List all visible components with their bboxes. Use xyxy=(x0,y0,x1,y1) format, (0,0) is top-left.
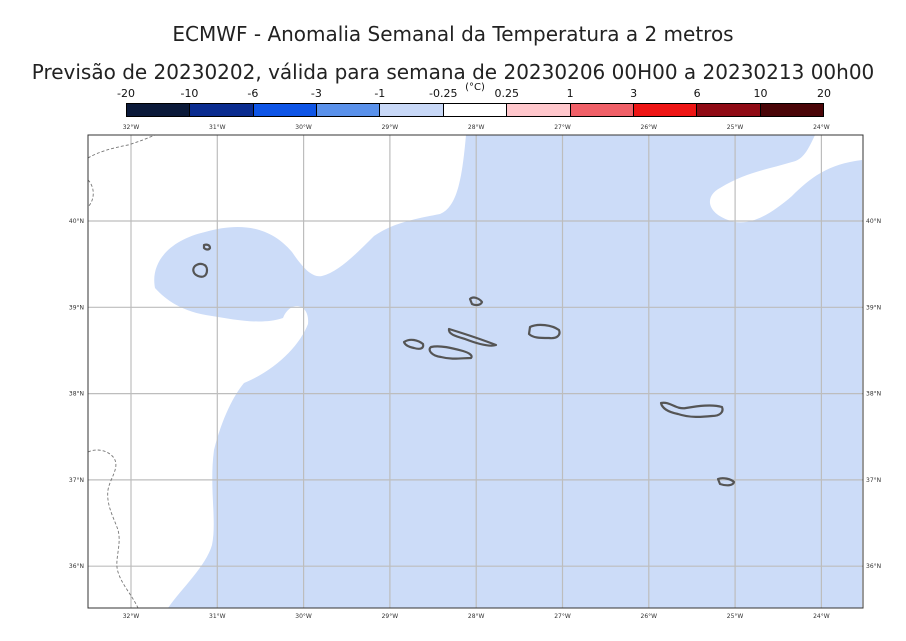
lon-tick-label: 24°W xyxy=(813,613,830,620)
boundary-line-north xyxy=(88,135,156,159)
colorbar-tick-label: -6 xyxy=(247,87,259,100)
lon-tick-label: 29°W xyxy=(382,124,399,131)
lat-ticks-right: 40°N 39°N 38°N 37°N 36°N xyxy=(866,218,881,570)
boundary-line-west xyxy=(88,179,94,208)
colorbar-segment xyxy=(317,104,381,116)
lat-tick-label: 40°N xyxy=(866,218,881,225)
lon-tick-label: 26°W xyxy=(641,613,658,620)
colorbar-segment xyxy=(127,104,191,116)
chart-subtitle: Previsão de 20230202, válida para semana… xyxy=(31,60,875,84)
boundary-line-southwest xyxy=(88,449,139,608)
colorbar-tick-label: 3 xyxy=(630,87,638,100)
lon-tick-label: 31°W xyxy=(209,124,226,131)
lon-tick-label: 25°W xyxy=(727,124,744,131)
lon-tick-label: 25°W xyxy=(727,613,744,620)
lon-ticks-bottom: 32°W 31°W 30°W 29°W 28°W 27°W 26°W 25°W 24°W xyxy=(123,613,830,620)
lat-tick-label: 39°N xyxy=(69,304,84,311)
lon-tick-label: 27°W xyxy=(554,613,571,620)
lon-tick-label: 30°W xyxy=(295,124,312,131)
lon-tick-label: 28°W xyxy=(468,613,485,620)
colorbar-tick-label: -10 xyxy=(180,87,199,100)
colorbar-segment xyxy=(633,104,698,116)
colorbar-segment xyxy=(380,104,444,116)
lat-tick-label: 38°N xyxy=(866,391,881,398)
colorbar-segment xyxy=(507,104,571,116)
colorbar-segment xyxy=(443,104,508,116)
lat-tick-label: 37°N xyxy=(69,477,84,484)
lon-tick-label: 30°W xyxy=(295,613,312,620)
colorbar-tick-label: -0.25 xyxy=(429,87,458,100)
island-faial xyxy=(402,338,425,350)
lat-tick-label: 38°N xyxy=(69,391,84,398)
colorbar-tick-label: -1 xyxy=(374,87,386,100)
lat-ticks-left: 40°N 39°N 38°N 37°N 36°N xyxy=(69,218,84,570)
plot-frame xyxy=(87,134,864,609)
island-sao-miguel xyxy=(659,401,724,418)
colorbar-unit-label: (°C) xyxy=(465,82,485,93)
colorbar xyxy=(126,103,824,117)
lat-tick-label: 40°N xyxy=(69,218,84,225)
lon-tick-label: 32°W xyxy=(123,124,140,131)
colorbar-segment xyxy=(697,104,761,116)
colorbar-tick-label: 6 xyxy=(693,87,701,100)
lat-tick-label: 37°N xyxy=(866,477,881,484)
lon-tick-label: 27°W xyxy=(554,124,571,131)
colorbar-tick-label: 1 xyxy=(566,87,574,100)
colorbar-segment xyxy=(760,104,823,116)
boundary-lines xyxy=(88,135,156,608)
island-graciosa xyxy=(468,296,484,307)
lat-tick-label: 36°N xyxy=(69,563,84,570)
lon-tick-label: 26°W xyxy=(641,124,658,131)
colorbar-segment xyxy=(253,104,318,116)
colorbar-tick-label: -20 xyxy=(117,87,135,100)
islands xyxy=(192,243,736,487)
lon-tick-label: 29°W xyxy=(382,613,399,620)
island-santa-maria xyxy=(716,477,736,487)
lon-tick-label: 31°W xyxy=(209,613,226,620)
lat-tick-label: 36°N xyxy=(866,563,881,570)
island-pico xyxy=(428,345,473,360)
lon-ticks-top: 32°W 31°W 30°W 29°W 28°W 27°W 26°W 25°W 24°W xyxy=(123,124,830,131)
island-corvo xyxy=(202,243,212,251)
lon-tick-label: 24°W xyxy=(813,124,830,131)
colorbar-tick-label: 10 xyxy=(753,87,768,100)
colorbar-tick-label: 0.25 xyxy=(494,87,519,100)
colorbar-tick-label: -3 xyxy=(310,87,322,100)
colorbar-segment xyxy=(190,104,254,116)
lon-tick-label: 28°W xyxy=(468,124,485,131)
lon-tick-label: 32°W xyxy=(123,613,140,620)
colorbar-tick-label: 20 xyxy=(817,87,831,100)
island-terceira xyxy=(527,323,561,340)
grid-lines xyxy=(88,135,863,608)
anomaly-area xyxy=(154,135,862,608)
island-flores xyxy=(192,262,209,278)
chart-title: ECMWF - Anomalia Semanal da Temperatura … xyxy=(172,22,734,46)
lat-tick-label: 39°N xyxy=(866,304,881,311)
colorbar-segment xyxy=(570,104,634,116)
island-sao-jorge xyxy=(447,327,498,347)
